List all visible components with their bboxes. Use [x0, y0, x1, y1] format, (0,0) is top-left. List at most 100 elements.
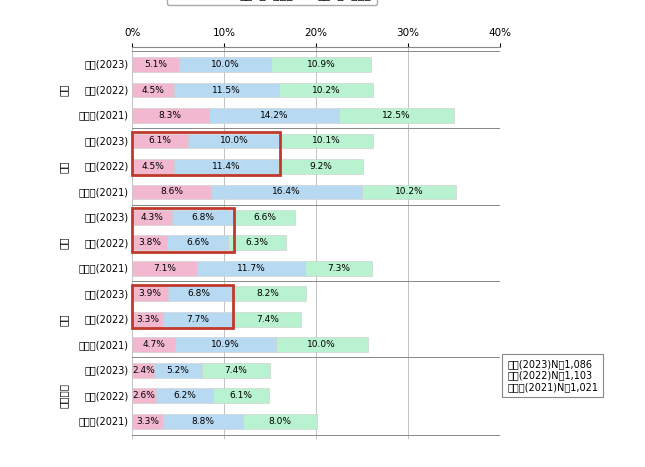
- Bar: [208, 108, 339, 123]
- Bar: [132, 337, 175, 352]
- Text: 今回(2023)N＝1,086
前回(2022)N＝1,103
前々回(2021)N＝1,021: 今回(2023)N＝1,086 前回(2022)N＝1,103 前々回(2021…: [507, 359, 598, 392]
- Bar: [172, 210, 234, 225]
- Bar: [243, 414, 317, 429]
- Bar: [179, 57, 271, 72]
- Text: 今回(2023): 今回(2023): [84, 289, 128, 299]
- Bar: [188, 134, 280, 149]
- Text: 10.1%: 10.1%: [312, 136, 341, 145]
- Bar: [132, 286, 168, 301]
- Text: 前々回(2021): 前々回(2021): [79, 416, 128, 426]
- Text: 今回(2023): 今回(2023): [84, 59, 128, 70]
- Text: 11.5%: 11.5%: [212, 85, 241, 94]
- Text: 6.2%: 6.2%: [173, 391, 196, 400]
- Bar: [279, 159, 363, 174]
- Text: 顧客: 顧客: [58, 313, 68, 325]
- Text: 組織長等: 組織長等: [58, 383, 68, 408]
- Bar: [167, 235, 228, 250]
- Text: 10.0%: 10.0%: [307, 340, 336, 349]
- Text: 3.9%: 3.9%: [139, 289, 162, 298]
- Text: 4.3%: 4.3%: [141, 213, 163, 222]
- Text: 10.2%: 10.2%: [312, 85, 341, 94]
- Text: 2.6%: 2.6%: [133, 391, 155, 400]
- Bar: [132, 159, 174, 174]
- Bar: [132, 363, 154, 378]
- Text: 4.5%: 4.5%: [141, 85, 164, 94]
- Text: 5.1%: 5.1%: [144, 60, 167, 69]
- Text: 8.0%: 8.0%: [269, 417, 292, 425]
- Bar: [305, 261, 372, 276]
- Text: 4.7%: 4.7%: [143, 340, 165, 349]
- Text: 8.8%: 8.8%: [192, 417, 215, 425]
- Text: 6.8%: 6.8%: [188, 289, 211, 298]
- Text: 前回(2022): 前回(2022): [84, 391, 128, 401]
- Bar: [132, 261, 197, 276]
- Text: 6.1%: 6.1%: [230, 391, 253, 400]
- Bar: [362, 184, 456, 199]
- Text: 前回(2022): 前回(2022): [84, 85, 128, 95]
- Text: 10.2%: 10.2%: [395, 187, 423, 197]
- Bar: [163, 414, 243, 429]
- Legend: ほぼ毎日, 週に1，2回程度, 月に1，2回程度: ほぼ毎日, 週に1，2回程度, 月に1，2回程度: [167, 0, 377, 5]
- Text: 前々回(2021): 前々回(2021): [79, 187, 128, 197]
- Bar: [175, 337, 275, 352]
- Text: 6.8%: 6.8%: [192, 213, 215, 222]
- Bar: [213, 388, 269, 403]
- Bar: [228, 235, 286, 250]
- Bar: [132, 312, 163, 326]
- Text: 10.9%: 10.9%: [211, 340, 240, 349]
- Bar: [132, 285, 233, 328]
- Text: 3.8%: 3.8%: [138, 238, 161, 248]
- Text: 10.9%: 10.9%: [307, 60, 335, 69]
- Bar: [339, 108, 454, 123]
- Text: 前々回(2021): 前々回(2021): [79, 340, 128, 350]
- Bar: [132, 208, 234, 252]
- Text: 前回(2022): 前回(2022): [84, 238, 128, 248]
- Text: 9.2%: 9.2%: [309, 162, 332, 171]
- Text: 前回(2022): 前回(2022): [84, 162, 128, 171]
- Bar: [132, 132, 280, 175]
- Bar: [275, 337, 368, 352]
- Text: 上司: 上司: [58, 84, 68, 96]
- Bar: [234, 210, 295, 225]
- Bar: [132, 83, 174, 98]
- Text: 前々回(2021): 前々回(2021): [79, 263, 128, 273]
- Text: 11.7%: 11.7%: [237, 264, 266, 273]
- Text: 4.5%: 4.5%: [141, 162, 164, 171]
- Text: 3.3%: 3.3%: [136, 315, 159, 324]
- Bar: [132, 108, 208, 123]
- Bar: [279, 83, 373, 98]
- Text: 今回(2023): 今回(2023): [84, 365, 128, 375]
- Bar: [174, 159, 279, 174]
- Text: 2.4%: 2.4%: [132, 366, 155, 375]
- Text: 12.5%: 12.5%: [382, 111, 411, 120]
- Bar: [168, 286, 230, 301]
- Bar: [132, 414, 163, 429]
- Bar: [132, 184, 212, 199]
- Text: 7.1%: 7.1%: [154, 264, 176, 273]
- Text: 部下: 部下: [58, 237, 68, 249]
- Bar: [132, 57, 179, 72]
- Bar: [233, 312, 301, 326]
- Bar: [202, 363, 270, 378]
- Bar: [156, 388, 213, 403]
- Text: 7.7%: 7.7%: [186, 315, 210, 324]
- Bar: [132, 210, 172, 225]
- Text: 6.3%: 6.3%: [245, 238, 268, 248]
- Text: 6.6%: 6.6%: [253, 213, 276, 222]
- Text: 8.3%: 8.3%: [159, 111, 182, 120]
- Bar: [230, 286, 306, 301]
- Text: 14.2%: 14.2%: [259, 111, 288, 120]
- Text: 7.4%: 7.4%: [256, 315, 279, 324]
- Text: 6.1%: 6.1%: [149, 136, 172, 145]
- Text: 6.6%: 6.6%: [186, 238, 209, 248]
- Bar: [197, 261, 305, 276]
- Bar: [132, 388, 156, 403]
- Text: 今回(2023): 今回(2023): [84, 136, 128, 146]
- Bar: [132, 235, 167, 250]
- Text: 16.4%: 16.4%: [272, 187, 301, 197]
- Text: 7.4%: 7.4%: [224, 366, 248, 375]
- Bar: [280, 134, 373, 149]
- Bar: [132, 134, 188, 149]
- Text: 3.3%: 3.3%: [136, 417, 159, 425]
- Text: 同僚: 同僚: [58, 160, 68, 173]
